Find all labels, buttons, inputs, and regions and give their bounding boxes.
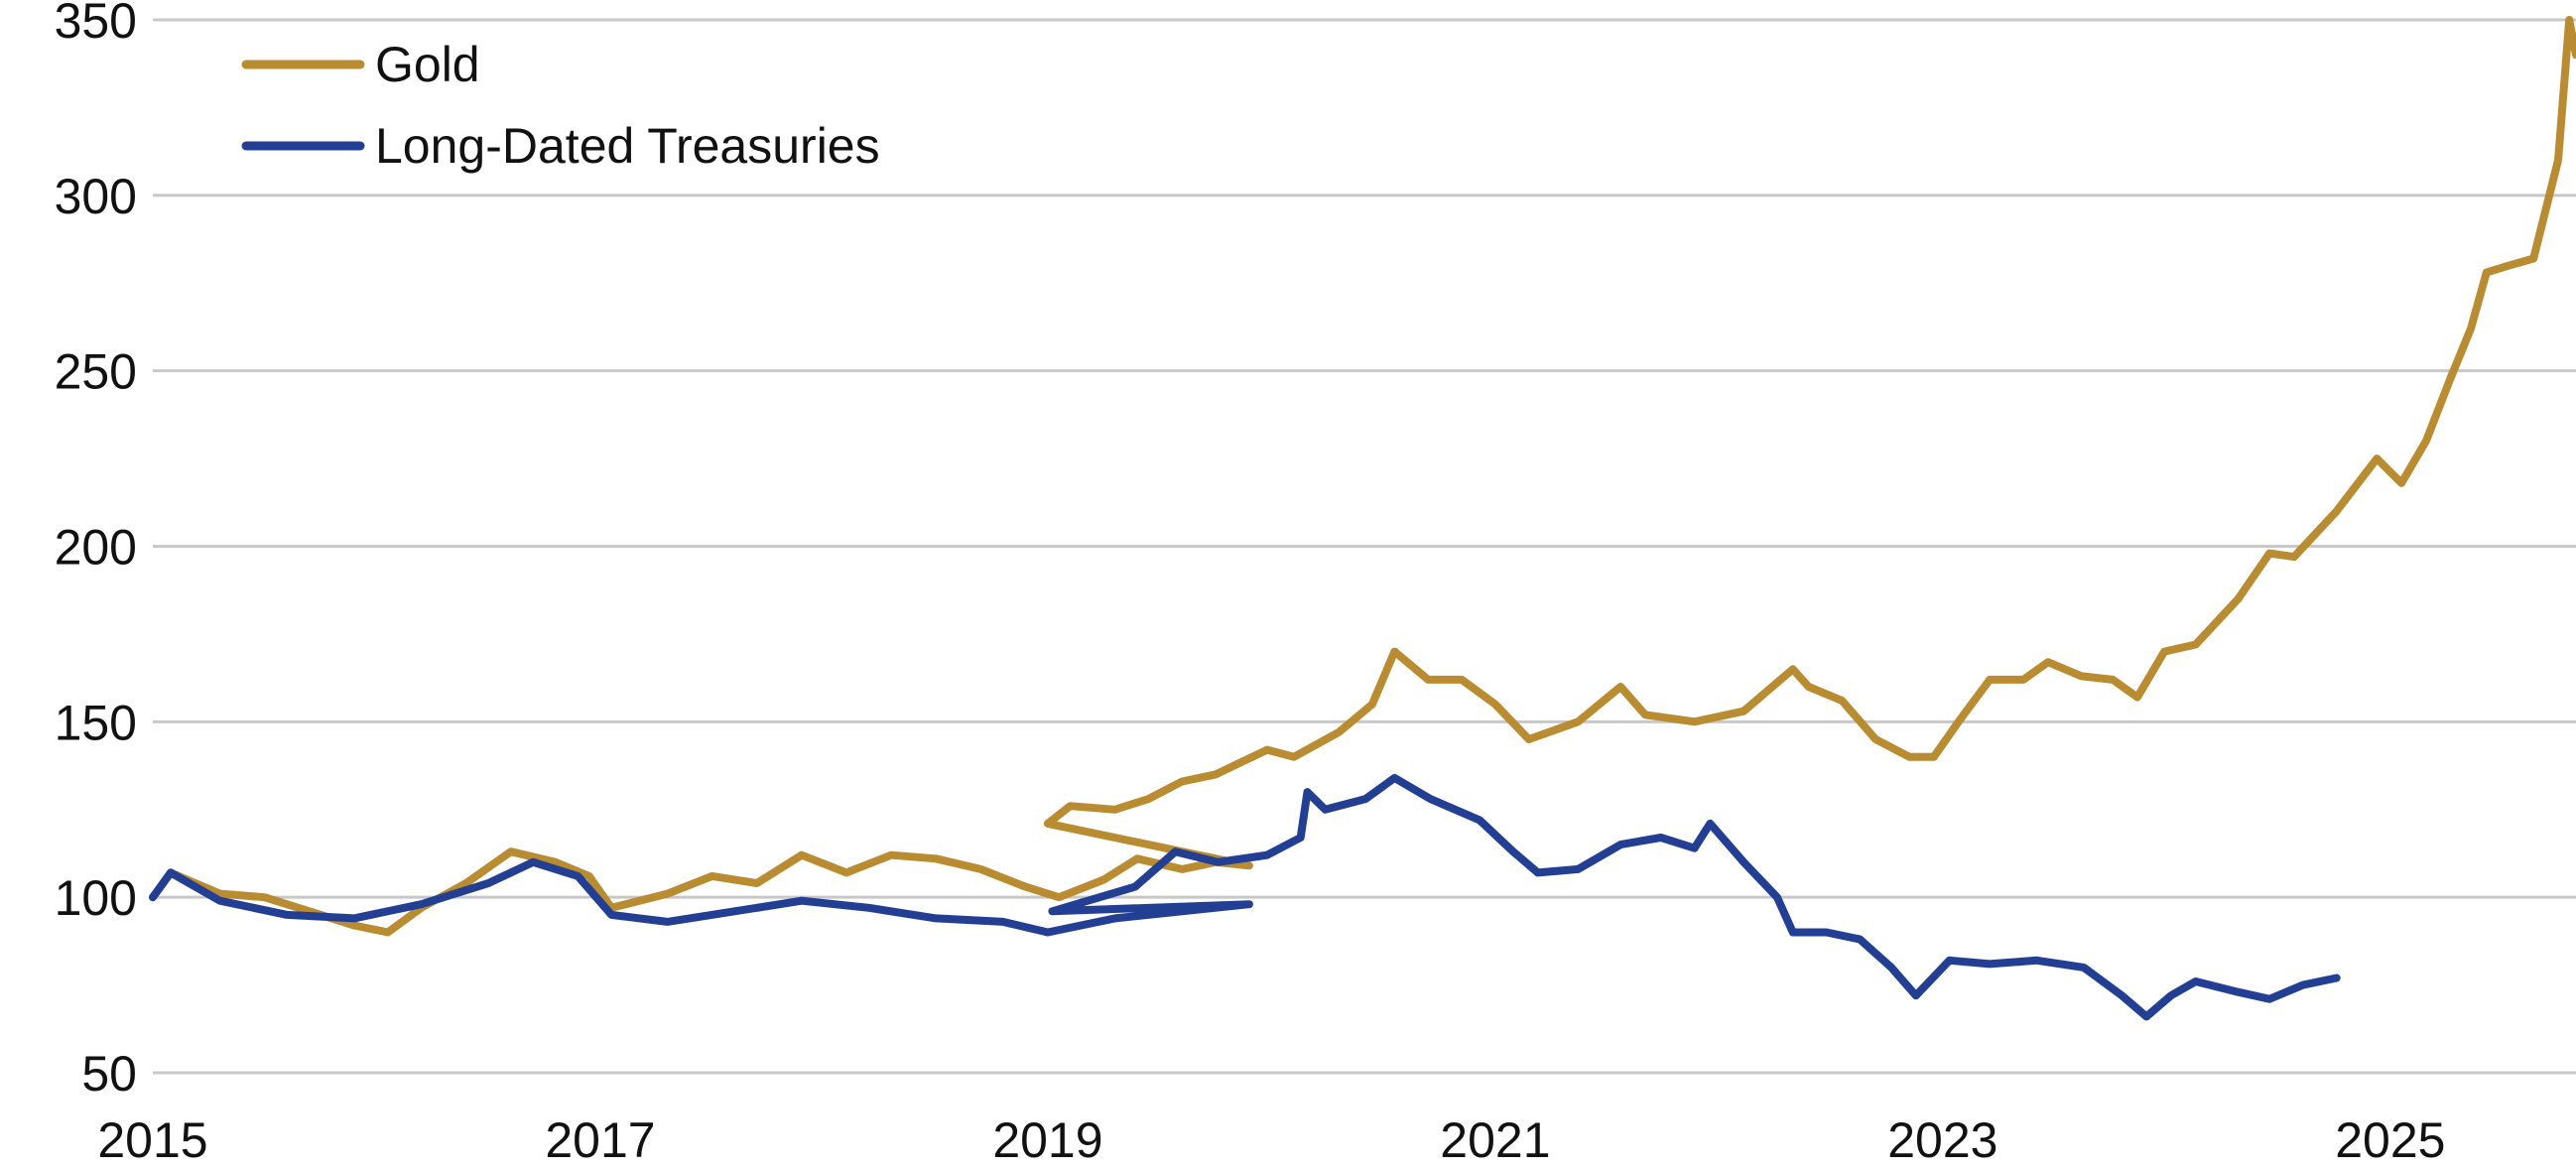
x-tick-label: 2019 xyxy=(992,1112,1102,1168)
y-tick-label: 350 xyxy=(55,0,137,49)
x-axis: 2015 2017 2019 2021 2023 2025 xyxy=(97,1112,2445,1168)
series-line-gold xyxy=(149,16,2576,937)
y-tick-label: 150 xyxy=(55,695,137,750)
y-tick-label: 100 xyxy=(55,870,137,926)
gridlines xyxy=(153,18,2576,1075)
series-lines xyxy=(149,16,2576,1021)
y-tick-label: 300 xyxy=(55,169,137,224)
x-tick-label: 2025 xyxy=(2335,1112,2445,1168)
y-tick-label: 200 xyxy=(55,520,137,576)
legend-label-treasuries: Long-Dated Treasuries xyxy=(375,118,880,174)
y-axis: 50 100 150 200 250 300 350 xyxy=(55,0,137,1102)
x-tick-label: 2021 xyxy=(1440,1112,1550,1168)
legend: Gold Long-Dated Treasuries xyxy=(241,37,880,174)
y-tick-label: 250 xyxy=(55,344,137,400)
x-tick-label: 2017 xyxy=(545,1112,655,1168)
x-tick-label: 2023 xyxy=(1887,1112,1997,1168)
series-line-long-dated-treasuries xyxy=(149,773,2341,1021)
legend-label-gold: Gold xyxy=(375,37,480,92)
x-tick-label: 2015 xyxy=(97,1112,207,1168)
y-tick-label: 50 xyxy=(81,1046,137,1102)
